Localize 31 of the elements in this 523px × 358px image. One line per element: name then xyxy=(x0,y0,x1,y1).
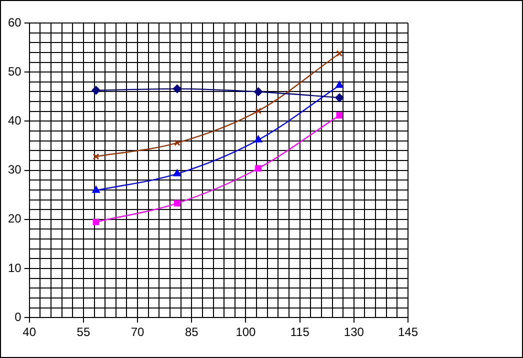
point xyxy=(336,112,343,119)
y-tick-label: 0 xyxy=(14,310,22,324)
point xyxy=(254,87,263,96)
point xyxy=(174,140,180,146)
point xyxy=(336,81,344,88)
point xyxy=(92,86,100,95)
point xyxy=(255,108,262,114)
x-tick-label: 145 xyxy=(398,325,418,340)
point xyxy=(174,200,180,206)
x-tick-label: 85 xyxy=(184,325,199,340)
y-tick-label: 30 xyxy=(8,162,22,177)
x-tick-label: 100 xyxy=(236,325,256,340)
x-tick-label: 115 xyxy=(290,325,310,340)
x-tick-label: 55 xyxy=(76,325,90,340)
x-tick-label: 40 xyxy=(22,325,36,340)
point xyxy=(173,169,181,176)
point xyxy=(254,136,262,142)
y-tick-label: 10 xyxy=(8,260,22,275)
point xyxy=(92,218,100,226)
x-tick-label: 70 xyxy=(130,325,145,340)
y-tick-label: 20 xyxy=(8,212,22,226)
y-tick-label: 50 xyxy=(8,64,22,78)
point xyxy=(172,84,182,94)
point xyxy=(336,50,343,57)
y-tick-label: 40 xyxy=(8,114,22,128)
x-tick-label: 130 xyxy=(344,325,364,340)
point xyxy=(92,153,100,160)
point xyxy=(92,186,100,193)
point xyxy=(255,165,262,172)
point xyxy=(335,93,344,102)
y-tick-label: 60 xyxy=(8,15,22,30)
